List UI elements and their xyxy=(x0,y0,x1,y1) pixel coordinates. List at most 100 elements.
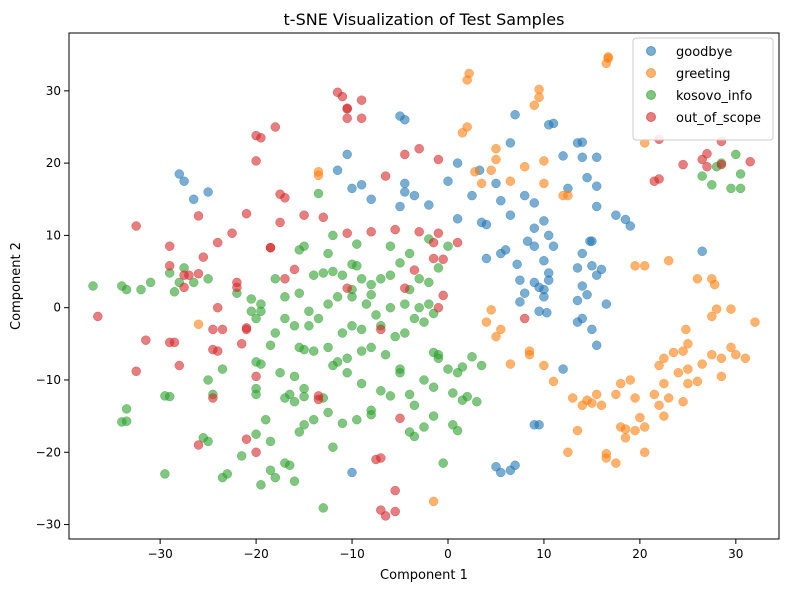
point-kosovo-info xyxy=(308,414,319,425)
point-kosovo-info xyxy=(707,180,717,190)
point-greeting xyxy=(524,346,535,356)
point-out-of-scope xyxy=(342,113,352,124)
point-out-of-scope xyxy=(356,95,367,105)
point-goodbye xyxy=(591,152,602,163)
point-out-of-scope xyxy=(438,254,448,265)
point-kosovo-info xyxy=(457,362,468,372)
legend-label-kosovo-info: kosovo_info xyxy=(676,89,752,104)
point-kosovo-info xyxy=(400,328,410,338)
point-greeting xyxy=(750,317,760,327)
point-out-of-scope xyxy=(280,274,290,284)
chart-title: t-SNE Visualization of Test Samples xyxy=(284,10,565,29)
point-kosovo-info xyxy=(289,396,300,407)
point-kosovo-info xyxy=(265,436,276,447)
point-greeting xyxy=(681,324,691,335)
point-goodbye xyxy=(572,295,583,306)
point-kosovo-info xyxy=(395,258,405,268)
point-out-of-scope xyxy=(208,393,218,403)
point-goodbye xyxy=(529,241,540,251)
point-goodbye xyxy=(452,214,463,224)
point-greeting xyxy=(620,424,631,434)
point-out-of-scope xyxy=(519,313,530,324)
point-goodbye xyxy=(515,275,525,285)
point-goodbye xyxy=(577,281,588,291)
point-out-of-scope xyxy=(395,413,405,424)
point-kosovo-info xyxy=(385,241,396,251)
point-kosovo-info xyxy=(265,465,276,476)
point-goodbye xyxy=(591,201,602,212)
point-kosovo-info xyxy=(323,299,333,309)
point-goodbye xyxy=(512,259,522,270)
point-out-of-scope xyxy=(409,265,420,275)
point-greeting xyxy=(709,279,720,290)
point-kosovo-info xyxy=(352,261,362,271)
point-kosovo-info xyxy=(332,292,343,302)
point-greeting xyxy=(539,156,549,166)
point-out-of-scope xyxy=(313,394,324,405)
point-goodbye xyxy=(347,183,357,194)
legend-label-goodbye: goodbye xyxy=(676,45,732,60)
point-greeting xyxy=(673,367,684,378)
point-kosovo-info xyxy=(366,289,376,300)
point-greeting xyxy=(457,128,468,138)
point-out-of-scope xyxy=(174,360,185,371)
point-kosovo-info xyxy=(280,313,290,324)
point-greeting xyxy=(428,496,439,507)
y-tick-label: 20 xyxy=(46,156,61,170)
point-greeting xyxy=(683,339,693,349)
point-out-of-scope xyxy=(270,122,281,132)
point-kosovo-info xyxy=(428,382,439,392)
point-kosovo-info xyxy=(361,299,372,309)
point-goodbye xyxy=(400,178,410,189)
point-greeting xyxy=(529,100,540,111)
point-out-of-scope xyxy=(227,228,237,238)
point-kosovo-info xyxy=(284,460,295,471)
point-out-of-scope xyxy=(452,237,463,248)
point-kosovo-info xyxy=(251,313,261,324)
point-out-of-scope xyxy=(433,302,444,313)
point-goodbye xyxy=(587,261,597,271)
point-kosovo-info xyxy=(404,427,415,437)
point-greeting xyxy=(678,346,688,356)
point-kosovo-info xyxy=(385,302,396,313)
point-out-of-scope xyxy=(342,104,352,114)
point-kosovo-info xyxy=(424,299,434,309)
point-greeting xyxy=(582,395,592,405)
point-out-of-scope xyxy=(390,485,400,496)
point-goodbye xyxy=(174,169,185,179)
point-out-of-scope xyxy=(366,227,376,237)
point-kosovo-info xyxy=(352,239,362,249)
point-out-of-scope xyxy=(241,434,252,444)
point-kosovo-info xyxy=(419,375,429,385)
point-kosovo-info xyxy=(217,364,228,374)
point-goodbye xyxy=(529,198,540,208)
point-out-of-scope xyxy=(414,143,424,154)
point-goodbye xyxy=(491,178,501,189)
point-greeting xyxy=(726,304,736,314)
point-out-of-scope xyxy=(702,148,712,159)
point-greeting xyxy=(740,353,751,364)
point-greeting xyxy=(659,411,669,421)
y-tick-label: 30 xyxy=(46,84,61,98)
point-out-of-scope xyxy=(232,282,242,293)
point-goodbye xyxy=(409,190,420,201)
point-greeting xyxy=(716,371,727,382)
point-kosovo-info xyxy=(246,306,257,317)
point-goodbye xyxy=(620,214,631,225)
point-kosovo-info xyxy=(299,391,309,402)
point-kosovo-info xyxy=(289,476,300,486)
point-out-of-scope xyxy=(193,211,204,221)
point-kosovo-info xyxy=(289,371,300,382)
point-out-of-scope xyxy=(93,311,103,322)
point-out-of-scope xyxy=(212,302,223,313)
x-axis-label: Component 1 xyxy=(380,568,468,583)
point-greeting xyxy=(630,393,640,403)
x-tick-label: −10 xyxy=(339,547,364,561)
point-kosovo-info xyxy=(342,353,352,364)
point-kosovo-info xyxy=(448,388,458,398)
point-goodbye xyxy=(591,181,602,191)
point-kosovo-info xyxy=(313,188,324,199)
legend-marker-out-of-scope xyxy=(646,112,656,122)
point-out-of-scope xyxy=(164,261,175,271)
